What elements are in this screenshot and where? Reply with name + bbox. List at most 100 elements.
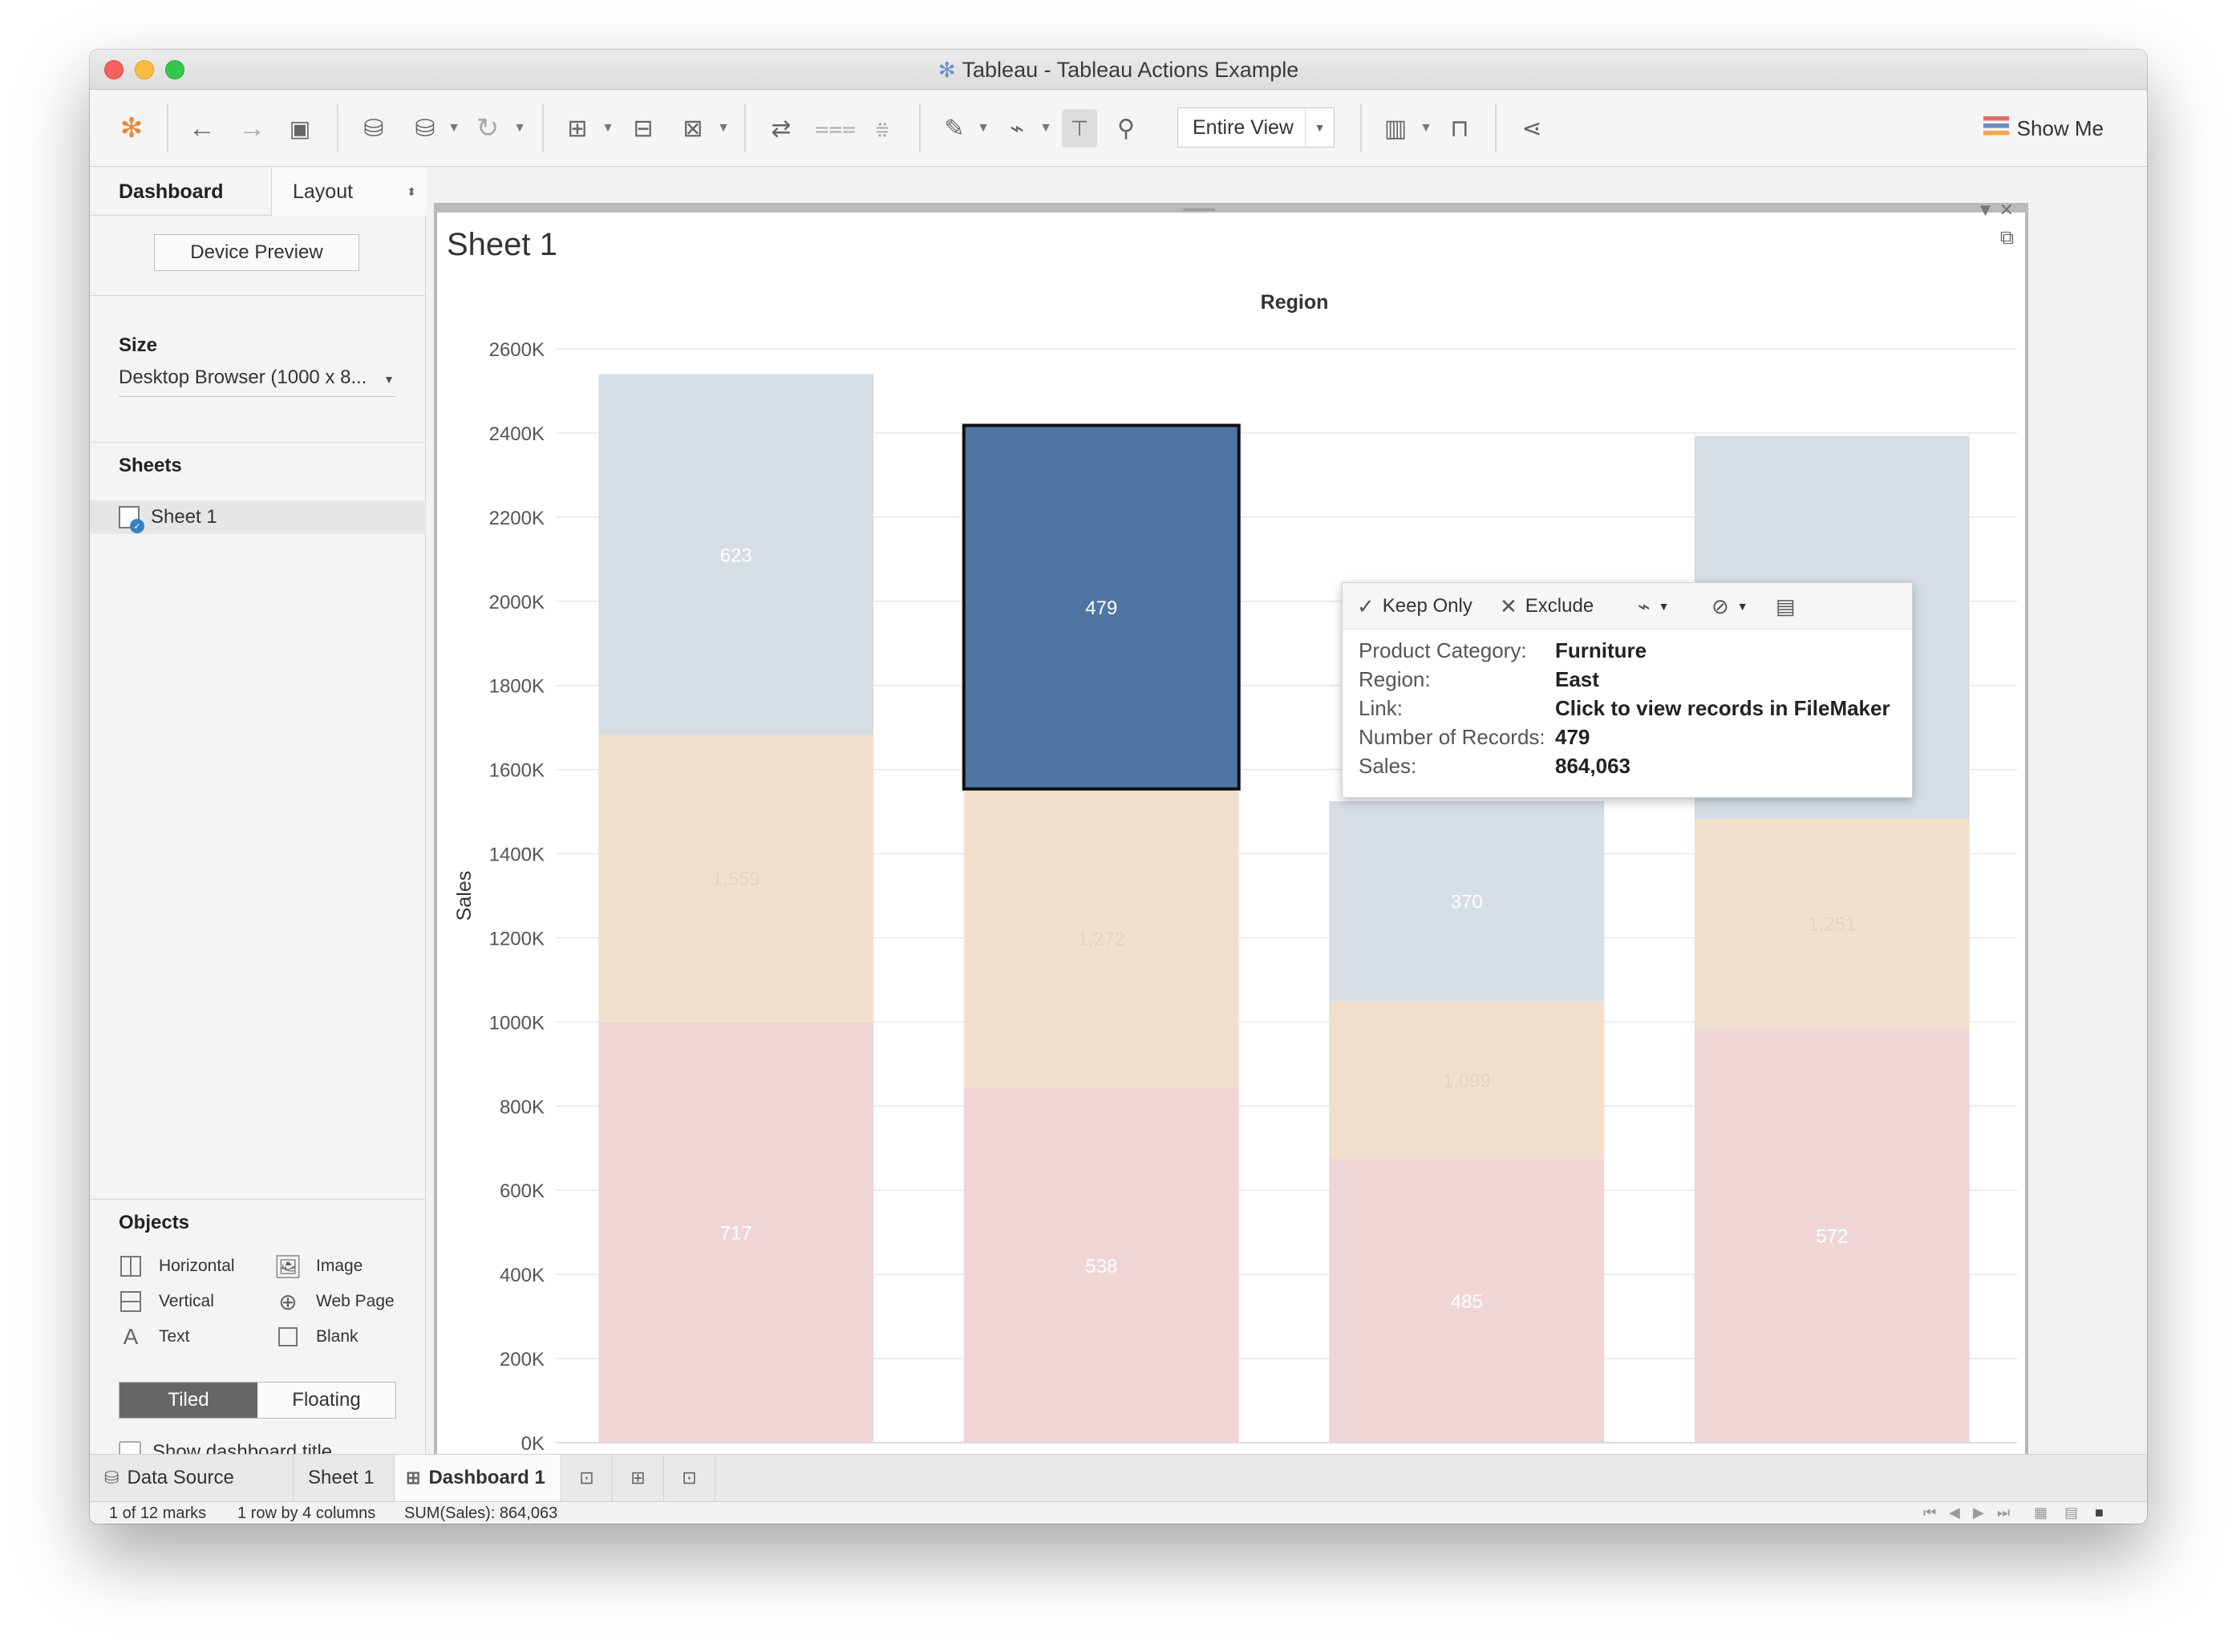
clear-sheet-icon[interactable]: ⊠ [683, 115, 703, 142]
tiled-button[interactable]: Tiled [119, 1383, 257, 1418]
tooltip-row: Region: East [1359, 667, 1599, 691]
y-tick-label: 1200K [489, 928, 545, 949]
chevron-down-icon[interactable]: ▼ [513, 121, 526, 135]
last-page-icon[interactable]: ⏭ [1997, 1504, 2011, 1520]
y-tick-label: 2000K [489, 592, 545, 613]
grid-view-icon[interactable]: ▦ [2034, 1504, 2048, 1520]
object-horizontal[interactable]: Horizontal [119, 1255, 235, 1277]
bar-data-label: 370 [1451, 892, 1483, 913]
view-data-button[interactable]: ▤ [1776, 583, 1804, 630]
bar-segment [1329, 1001, 1605, 1159]
bar-segment [1694, 818, 1970, 1029]
bar-data-label: 1,251 [1808, 914, 1856, 936]
object-image[interactable]: 🖼 Image [273, 1253, 363, 1279]
filemaker-link[interactable]: Click to view records in FileMaker [1555, 696, 1890, 720]
pause-updates-icon[interactable]: ⛁ [415, 115, 435, 142]
refresh-icon[interactable]: ↻ [476, 113, 500, 144]
sort-ascending-icon[interactable]: ⩶ [815, 115, 857, 141]
new-story-tab-button[interactable]: ⊡ [664, 1455, 715, 1501]
y-tick-label: 800K [500, 1096, 545, 1118]
new-worksheet-tab-button[interactable]: ⊡ [561, 1455, 613, 1501]
sheet-zone[interactable]: ▪▪▪▪▪▪▪▪▪▪▪▪ ▼ ✕ ⧉ Sheet 1 Region 0K 200K 4… [434, 200, 2028, 1475]
y-tick-label: 1600K [489, 760, 545, 782]
zone-controls[interactable]: ▼ ✕ [1977, 200, 2014, 221]
drag-grip-icon[interactable]: ▪▪▪▪▪▪▪▪▪▪▪▪ [1183, 204, 1215, 215]
y-tick-label: 1800K [489, 676, 545, 698]
show-me-button[interactable]: Show Me [1983, 109, 2104, 148]
chevron-down-icon[interactable]: ▼ [448, 121, 460, 135]
highlight-icon[interactable]: ✎ [944, 115, 965, 142]
toolbar-divider [744, 104, 746, 152]
chevron-down-icon[interactable]: ▼ [717, 121, 730, 135]
open-sheet-icon[interactable]: ⧉ [1999, 227, 2014, 249]
minimize-window-button[interactable] [135, 60, 154, 79]
fix-axes-pin-icon[interactable]: ⚲ [1117, 115, 1135, 142]
bar-segment [963, 788, 1239, 1088]
zoom-window-button[interactable] [165, 60, 184, 79]
bar-data-label: 1,559 [712, 869, 760, 890]
group-members-button[interactable]: ⌁ ▼ [1638, 583, 1670, 630]
object-text[interactable]: A Text [119, 1324, 190, 1349]
create-set-button[interactable]: ⊘ ▼ [1711, 583, 1748, 630]
tab-dashboard[interactable]: Dashboard [119, 180, 224, 203]
chart-title: Region [1261, 291, 1329, 314]
chevron-down-icon[interactable]: ▼ [1420, 121, 1432, 135]
size-dropdown[interactable]: Desktop Browser (1000 x 8... ▼ [119, 366, 396, 397]
bar-segment [1329, 800, 1605, 1002]
new-worksheet-icon[interactable]: ⊞ [567, 115, 588, 142]
save-icon[interactable]: ▣ [289, 115, 311, 141]
tab-sheet-1[interactable]: Sheet 1 [294, 1455, 395, 1501]
check-icon: ✓ [1357, 593, 1375, 618]
swap-rows-columns-icon[interactable]: ⇄ [771, 115, 792, 142]
show-mark-labels-icon[interactable]: ⊤ [1062, 109, 1097, 148]
sheets-heading: Sheets [119, 455, 182, 476]
tableau-home-icon[interactable]: ✻ [119, 113, 144, 144]
chevron-down-icon: ▼ [1736, 600, 1748, 613]
bar-data-label: 623 [720, 545, 752, 566]
sort-descending-icon[interactable]: ⩷ [875, 115, 889, 141]
new-dashboard-tab-button[interactable]: ⊞ [613, 1455, 664, 1501]
close-window-button[interactable] [104, 60, 124, 79]
keep-only-button[interactable]: ✓ Keep Only [1357, 593, 1472, 618]
fit-dropdown[interactable]: Entire View ▼ [1177, 107, 1335, 148]
new-data-source-icon[interactable]: ⛁ [363, 115, 384, 142]
duplicate-sheet-icon[interactable]: ⊟ [633, 115, 654, 142]
chevron-down-icon[interactable]: ▼ [1039, 121, 1052, 135]
chevron-down-icon[interactable]: ▼ [602, 121, 614, 135]
object-vertical[interactable]: Vertical [119, 1290, 214, 1313]
exclude-button[interactable]: ✕ Exclude [1500, 593, 1594, 618]
floating-button[interactable]: Floating [257, 1383, 395, 1418]
single-view-icon[interactable]: ■ [2095, 1504, 2104, 1520]
object-blank[interactable]: Blank [276, 1326, 358, 1348]
toolbar: ✻ ← → ▣ ⛁ ⛁ ▼ ↻ ▼ ⊞ ▼ ⊟ ⊠ ▼ ⇄ ⩶ ⩷ ✎ ▼ ⌁ … [90, 90, 2147, 167]
chevron-down-icon[interactable]: ▼ [977, 121, 990, 135]
redo-icon[interactable]: → [238, 112, 265, 144]
worksheet-icon: ✓ [119, 506, 144, 533]
toolbar-divider [167, 104, 168, 152]
object-web-page[interactable]: ⊕ Web Page [276, 1289, 394, 1314]
tab-data-source[interactable]: ⛁ Data Source [90, 1455, 294, 1501]
vertical-container-icon [120, 1291, 141, 1312]
undo-icon[interactable]: ← [188, 112, 216, 144]
tab-dashboard-1[interactable]: ⊞ Dashboard 1 [395, 1455, 561, 1501]
globe-icon: ⊕ [278, 1289, 298, 1314]
share-icon[interactable]: ⋖ [1521, 115, 1542, 142]
zone-menu-icon[interactable]: ▼ [1976, 200, 1995, 220]
first-page-icon[interactable]: ⏮ [1923, 1504, 1937, 1520]
close-icon[interactable]: ✕ [1999, 200, 2014, 220]
y-axis-label: Sales [453, 871, 476, 921]
sheet-list-item[interactable]: ✓ Sheet 1 [90, 500, 426, 534]
tab-layout[interactable]: Layout ⬍ [271, 168, 426, 216]
show-cards-icon[interactable]: ▥ [1383, 115, 1408, 142]
presentation-mode-icon[interactable]: ⊓ [1450, 115, 1469, 142]
group-members-icon[interactable]: ⌁ [1009, 115, 1025, 142]
previous-page-icon[interactable]: ◀ [1949, 1504, 1960, 1520]
blank-icon [278, 1327, 298, 1346]
mark-tooltip: ✓ Keep Only ✕ Exclude ⌁ ▼ ⊘ ▼ ▤ Product Cate… [1342, 582, 1913, 798]
y-tick-label: 400K [500, 1265, 545, 1286]
next-page-icon[interactable]: ▶ [1973, 1504, 1984, 1520]
bar-segment [598, 735, 874, 1022]
sales-stacked-bar-chart: Region 0K 200K 400K 600K 800K 1000K 1200K 1400K 1… [453, 291, 2017, 1475]
device-preview-button[interactable]: Device Preview [154, 234, 359, 271]
filmstrip-view-icon[interactable]: ▤ [2064, 1504, 2079, 1520]
